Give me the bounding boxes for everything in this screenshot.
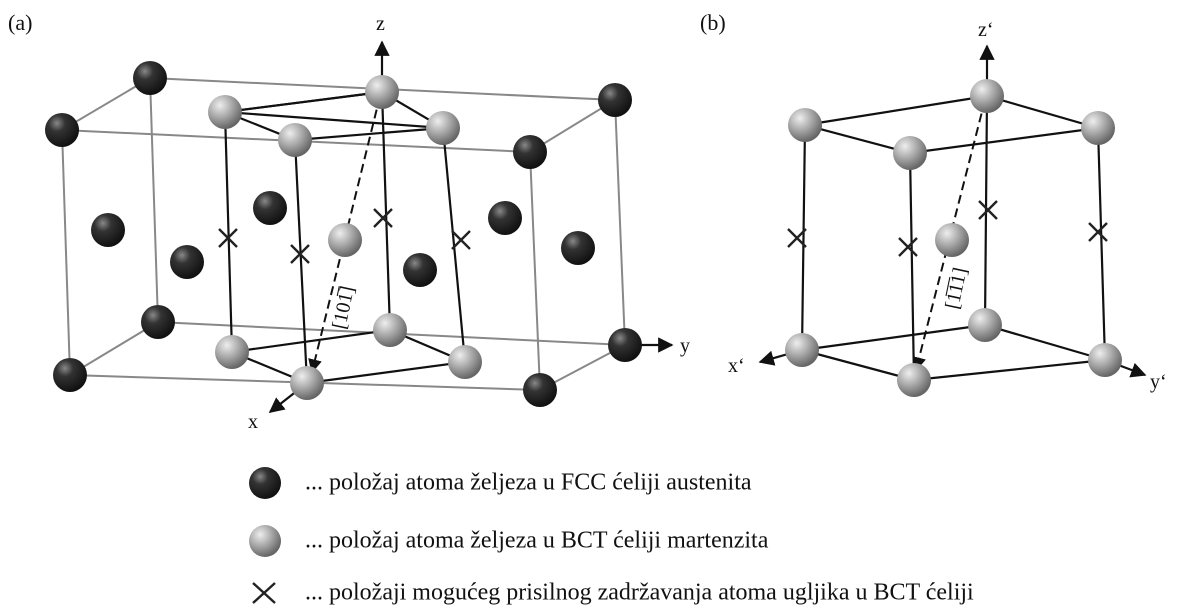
light-atom: [1081, 111, 1115, 145]
legend: ... položaj atoma željeza u FCC ćeliji a…: [249, 467, 974, 606]
light-atom: [897, 363, 931, 397]
axis-label: z: [376, 13, 385, 35]
dark-atom: [561, 231, 595, 265]
direction-label: [1̅1̅1]: [941, 266, 971, 312]
carbon-site: [899, 238, 917, 256]
dark-atom: [608, 328, 642, 362]
dark-atom: [598, 83, 632, 117]
axis-label: x‘: [728, 355, 745, 377]
carbon-site: [452, 231, 470, 249]
light-atom: [328, 223, 362, 257]
legend-text: ... položaj atoma željeza u FCC ćeliji a…: [305, 470, 752, 496]
light-atom: [373, 313, 407, 347]
dark-atom: [488, 201, 522, 235]
light-atom: [788, 108, 822, 142]
light-atom: [278, 123, 312, 157]
light-atom: [448, 345, 482, 379]
light-atom: [1088, 343, 1122, 377]
dark-atom: [403, 253, 437, 287]
panel-label: (b): [700, 10, 726, 35]
dark-atom: [133, 61, 167, 95]
carbon-site: [374, 209, 392, 227]
light-atom: [970, 79, 1004, 113]
axis-label: z‘: [978, 19, 994, 41]
axis-label: y: [680, 335, 690, 357]
light-atom: [290, 366, 324, 400]
light-atom: [968, 308, 1002, 342]
dark-atom: [53, 358, 87, 392]
light-atom: [426, 111, 460, 145]
carbon-site: [979, 201, 997, 219]
light-atom: [893, 136, 927, 170]
figure: (a) (b) z y x [101̅] z‘ x‘ y‘ [1̅1̅1]: [0, 0, 1193, 608]
dark-atom: [141, 305, 175, 339]
light-atom: [785, 333, 819, 367]
dark-atom: [513, 135, 547, 169]
dark-atom: [253, 191, 287, 225]
light-atom: [215, 335, 249, 369]
dark-atom: [45, 113, 79, 147]
axis-label: y‘: [1150, 371, 1167, 393]
light-atom: [935, 223, 969, 257]
dark-atom: [91, 213, 125, 247]
light-atom: [365, 75, 399, 109]
panel-label: (a): [8, 10, 32, 35]
carbon-site: [1089, 223, 1107, 241]
legend-text: ... položaji mogućeg prisilnog zadržavan…: [305, 580, 974, 606]
light-atom: [208, 95, 242, 129]
atoms: [45, 61, 1122, 407]
dark-atom: [170, 245, 204, 279]
dark-atom: [523, 373, 557, 407]
axis-label: x: [248, 411, 258, 433]
legend-text: ... položaj atoma željeza u BCT ćeliji m…: [305, 528, 769, 554]
